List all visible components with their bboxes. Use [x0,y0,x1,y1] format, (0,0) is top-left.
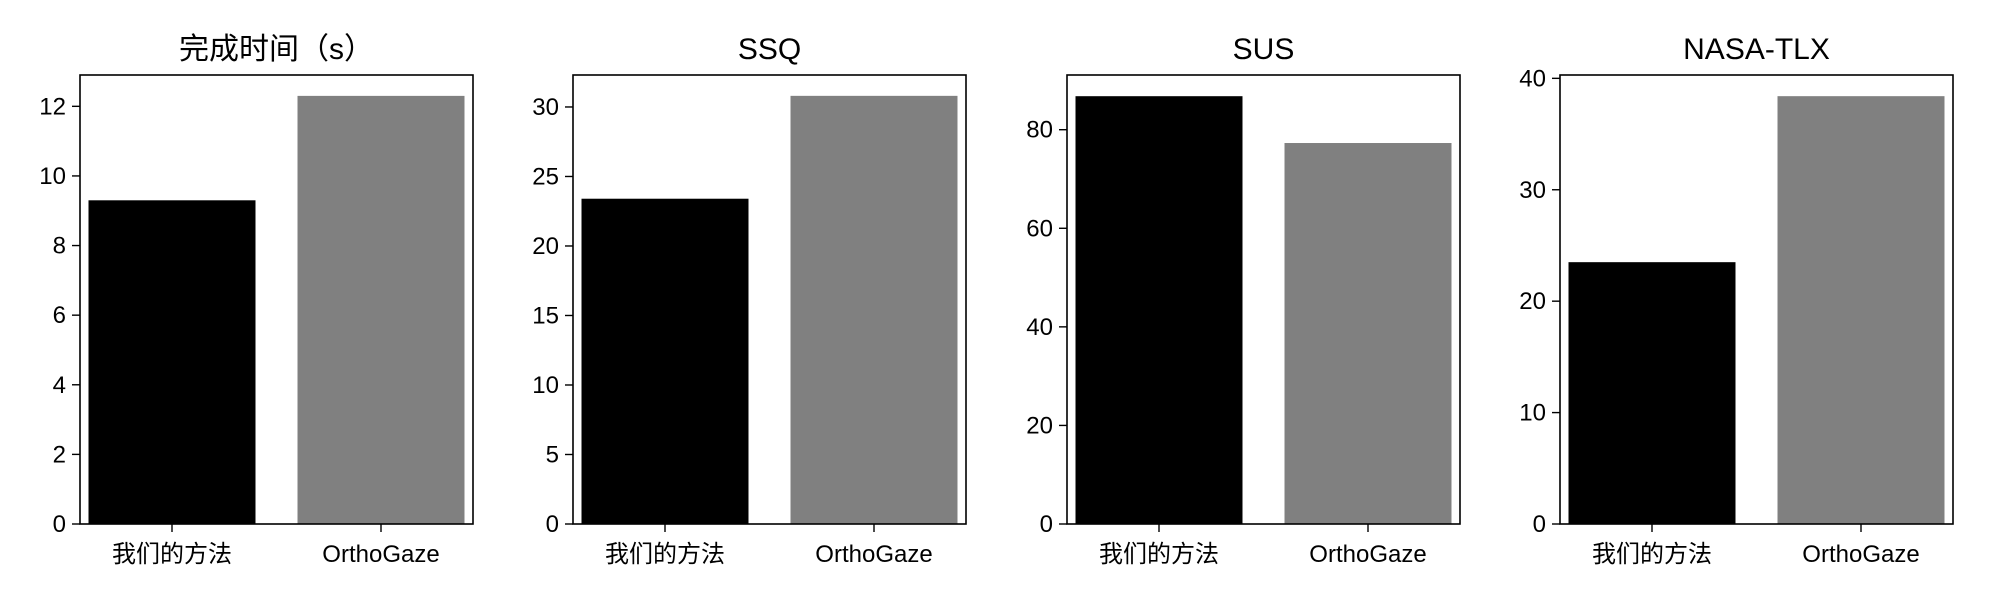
bar-orthogaze[interactable] [1284,143,1452,524]
x-tick-label: OrthoGaze [815,541,932,568]
y-tick-label: 6 [53,302,66,329]
y-tick-label: 0 [546,511,559,538]
x-tick-label: OrthoGaze [1309,541,1426,568]
y-tick-label: 40 [1026,314,1053,341]
y-tick-label: 15 [532,302,559,329]
y-tick-label: 0 [1533,511,1546,538]
panel-title: SUS [1233,33,1295,66]
y-tick-label: 10 [532,372,559,399]
panel-title: NASA-TLX [1683,33,1830,66]
y-tick-label: 0 [53,511,66,538]
bar-orthogaze[interactable] [790,95,958,525]
plot-area-frame [1559,74,1954,525]
x-tick-label: 我们的方法 [1592,541,1712,568]
y-tick-label: 60 [1026,215,1053,242]
y-tick-label: 20 [532,233,559,260]
bar-ours[interactable] [88,200,256,525]
x-tick-label: 我们的方法 [605,541,725,568]
y-tick-label: 20 [1519,288,1546,315]
y-tick-label: 0 [1040,511,1053,538]
y-tick-label: 8 [53,233,66,260]
y-tick-label: 80 [1026,117,1053,144]
bar-orthogaze[interactable] [297,95,465,524]
plot-area-frame [572,74,967,525]
plot-area-frame [79,74,474,525]
bar-ours[interactable] [1568,262,1736,524]
y-tick-label: 10 [39,163,66,190]
y-tick-label: 20 [1026,412,1053,439]
chart-panel-2: SSQ 我们的方法 OrthoGaze 0 5 10 15 20 25 30 [532,33,967,568]
y-tick-label: 30 [532,94,559,121]
panel-title: SSQ [738,33,801,66]
chart-panel-4: NASA-TLX 我们的方法 OrthoGaze 0 10 20 30 40 [1519,33,1954,568]
bar-ours[interactable] [581,198,749,524]
x-tick-label: 我们的方法 [112,541,232,568]
panel-title: 完成时间（s） [179,33,374,66]
bar-ours[interactable] [1075,96,1243,525]
chart-panel-3: SUS 我们的方法 OrthoGaze 0 20 40 60 80 [1026,33,1461,568]
y-tick-label: 12 [39,93,66,120]
y-tick-label: 2 [53,441,66,468]
chart-panel-1: 完成时间（s） 我们的方法 OrthoGaze 0 2 4 6 8 10 12 [39,33,474,568]
y-tick-label: 4 [53,372,66,399]
x-tick-label: OrthoGaze [322,541,439,568]
bar-orthogaze[interactable] [1777,96,1945,524]
y-tick-label: 25 [532,163,559,190]
y-tick-label: 40 [1519,65,1546,92]
x-tick-label: 我们的方法 [1099,541,1219,568]
plot-area-frame [1066,74,1461,525]
x-tick-label: OrthoGaze [1802,541,1919,568]
y-tick-label: 5 [546,441,559,468]
y-tick-label: 30 [1519,177,1546,204]
y-tick-label: 10 [1519,400,1546,427]
